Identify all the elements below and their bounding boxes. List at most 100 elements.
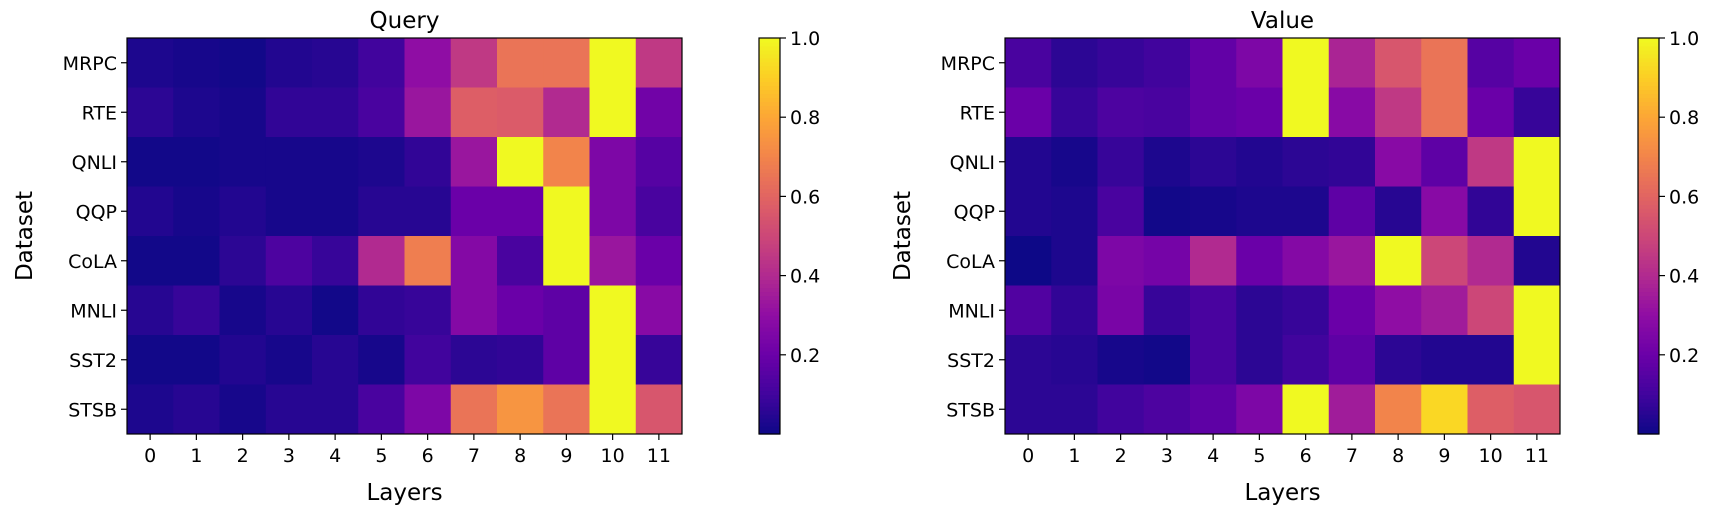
colorbar-segment (759, 38, 780, 43)
y-tick-label: CoLA (68, 251, 117, 273)
colorbar-segment (1638, 338, 1659, 344)
heatmap-cell (450, 38, 498, 88)
colorbar-segment (759, 212, 780, 217)
colorbar-tick-label: 0.2 (1669, 345, 1699, 367)
heatmap-cell (358, 285, 405, 336)
colorbar-segment (759, 97, 780, 102)
heatmap-cell (1190, 87, 1237, 138)
colorbar-segment (1638, 89, 1659, 95)
colorbar-segment (759, 93, 780, 98)
heatmap-cell (312, 186, 359, 237)
y-tick-label: QQP (76, 201, 117, 223)
heatmap-cell (1190, 384, 1237, 435)
colorbar-segment (1638, 117, 1659, 122)
heatmap-cell (219, 137, 267, 187)
heatmap-cell (1236, 335, 1283, 385)
heatmap-cell (404, 38, 452, 88)
colorbar-segment (759, 232, 780, 237)
heatmap-cell (1051, 87, 1098, 138)
colorbar-segment (1638, 57, 1659, 63)
heatmap-cell (1097, 38, 1145, 88)
heatmap-cell (543, 236, 590, 286)
y-tick-label: SST2 (947, 350, 995, 372)
colorbar-segment (759, 57, 780, 63)
colorbar-segment (1638, 271, 1659, 277)
heatmap-cell (1513, 186, 1561, 237)
colorbar-segment (1638, 192, 1659, 197)
x-tick-label: 7 (1346, 445, 1358, 467)
heatmap-cell (1328, 285, 1376, 336)
colorbar-segment (759, 224, 780, 229)
heatmap-cell (1467, 384, 1515, 435)
colorbar-segment (759, 113, 780, 118)
heatmap-cell (1282, 186, 1330, 237)
heatmap-cell (358, 38, 405, 88)
colorbar-segment (759, 53, 780, 59)
heatmap-cell (358, 186, 405, 237)
heatmap-cell (173, 236, 220, 286)
heatmap-cell (635, 38, 683, 88)
colorbar-tick-label: 0.6 (790, 186, 820, 208)
heatmap-cell (1051, 285, 1098, 336)
colorbar-segment (759, 426, 780, 431)
colorbar-segment (1638, 125, 1659, 130)
x-tick-label: 1 (190, 445, 202, 467)
heatmap-cell (219, 236, 267, 286)
colorbar-segment (1638, 113, 1659, 118)
x-tick-label: 2 (237, 445, 249, 467)
colorbar-segment (1638, 224, 1659, 229)
heatmap-cell (404, 384, 452, 435)
y-tick-label: SST2 (69, 350, 117, 372)
heatmap-cell (127, 384, 174, 435)
heatmap-cell (1097, 186, 1145, 237)
x-tick-label: 9 (560, 445, 572, 467)
colorbar-segment (759, 398, 780, 403)
colorbar-segment (1638, 156, 1659, 162)
colorbar-segment (1638, 430, 1659, 435)
x-tick-label: 5 (1253, 445, 1265, 467)
colorbar-tick-label: 0.6 (1669, 186, 1699, 208)
x-tick-label: 1 (1068, 445, 1080, 467)
y-tick-label: MRPC (941, 53, 995, 75)
colorbar-segment (1638, 38, 1659, 43)
colorbar-segment (759, 105, 780, 110)
colorbar-segment (1638, 390, 1659, 395)
heatmap-cell (1236, 38, 1283, 88)
colorbar-segment (759, 101, 780, 106)
heatmap-cell (127, 38, 174, 88)
colorbar-segment (1638, 366, 1659, 372)
heatmap-cell (589, 186, 637, 237)
colorbar-segment (1638, 176, 1659, 182)
colorbar-segment (759, 430, 780, 435)
x-tick-label: 5 (375, 445, 387, 467)
heatmap-cell (358, 384, 405, 435)
colorbar-segment (759, 129, 780, 134)
heatmap-cell (1375, 38, 1422, 88)
y-axis-label: Dataset (12, 191, 38, 281)
colorbar-segment (1638, 236, 1659, 241)
heatmap-cell (265, 335, 313, 385)
heatmap-cell (127, 186, 174, 237)
x-tick-label: 3 (1161, 445, 1173, 467)
colorbar-tick-label: 1.0 (1669, 28, 1699, 50)
heatmap-cell (173, 285, 220, 336)
heatmap-cell (497, 285, 544, 336)
heatmap-cell (1143, 285, 1191, 336)
colorbar-segment (759, 184, 780, 190)
colorbar-segment (759, 117, 780, 122)
colorbar-segment (759, 406, 780, 411)
colorbar-segment (1638, 77, 1659, 83)
colorbar-segment (1638, 160, 1659, 166)
heatmap-cell (1513, 236, 1561, 286)
colorbar-segment (759, 374, 780, 380)
colorbar-segment (759, 327, 780, 332)
heatmap-cell (1375, 186, 1422, 237)
colorbar-segment (1638, 144, 1659, 150)
heatmap-cell (1375, 285, 1422, 336)
colorbar-segment (1638, 299, 1659, 304)
heatmap-cell (127, 285, 174, 336)
colorbar-segment (759, 152, 780, 158)
heatmap-cell (589, 38, 637, 88)
axes-frame (126, 37, 683, 435)
heatmap-cell (1375, 384, 1422, 435)
